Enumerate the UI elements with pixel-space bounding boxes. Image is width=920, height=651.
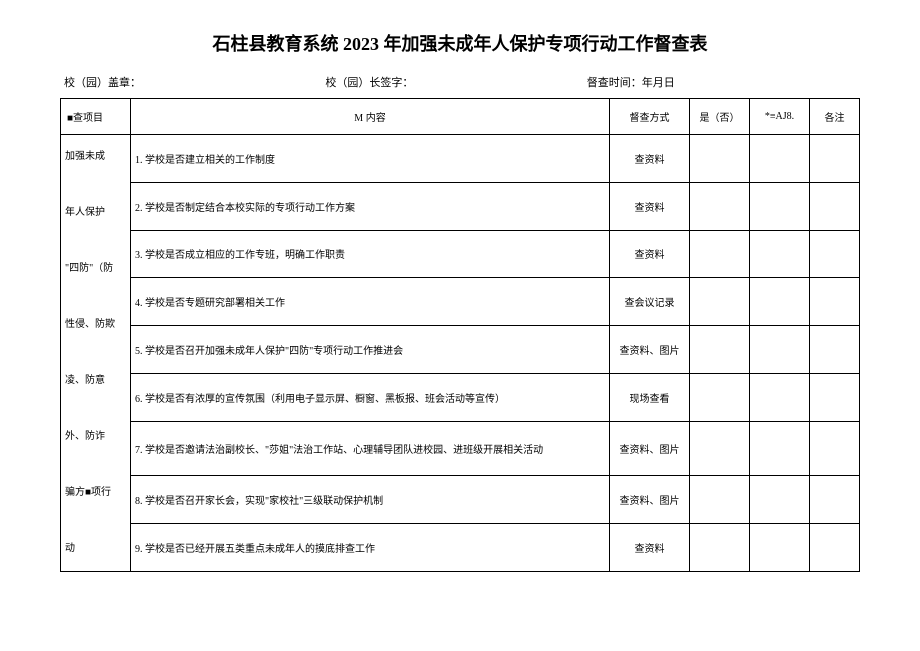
col-header-project: ■查项目 bbox=[61, 99, 131, 135]
col-header-yesno: 是（否） bbox=[690, 99, 750, 135]
yesno-cell bbox=[690, 373, 750, 421]
project-label-cell: 加强未成 年人保护 "四防"（防 性侵、防欺 凌、防意 外、防诈 骗方■项行 动 bbox=[61, 135, 131, 572]
aj8-cell bbox=[750, 326, 810, 374]
note-cell bbox=[810, 421, 860, 476]
aj8-cell bbox=[750, 230, 810, 278]
header-sign: 校（园）长签字： bbox=[325, 74, 586, 90]
method-cell: 查资料 bbox=[610, 182, 690, 230]
content-cell: 2. 学校是否制定结合本校实际的专项行动工作方案 bbox=[131, 182, 610, 230]
content-cell: 8. 学校是否召开家长会，实现"家校社"三级联动保护机制 bbox=[131, 476, 610, 524]
content-cell: 9. 学校是否已经开展五类重点未成年人的摸底排查工作 bbox=[131, 524, 610, 572]
method-cell: 查资料 bbox=[610, 230, 690, 278]
note-cell bbox=[810, 230, 860, 278]
table-row: 4. 学校是否专题研究部署相关工作 查会议记录 bbox=[61, 278, 860, 326]
aj8-cell bbox=[750, 135, 810, 183]
note-cell bbox=[810, 135, 860, 183]
col-header-method: 督查方式 bbox=[610, 99, 690, 135]
aj8-cell bbox=[750, 182, 810, 230]
table-header-row: ■查项目 M 内容 督查方式 是（否） *≡AJ8. 各注 bbox=[61, 99, 860, 135]
header-seal: 校（园）盖章： bbox=[64, 74, 325, 90]
yesno-cell bbox=[690, 476, 750, 524]
method-cell: 现场查看 bbox=[610, 373, 690, 421]
aj8-cell bbox=[750, 421, 810, 476]
table-row: 2. 学校是否制定结合本校实际的专项行动工作方案 查资料 bbox=[61, 182, 860, 230]
table-row: 5. 学校是否召开加强未成年人保护"四防"专项行动工作推进会 查资料、图片 bbox=[61, 326, 860, 374]
method-cell: 查资料、图片 bbox=[610, 421, 690, 476]
header-row: 校（园）盖章： 校（园）长签字： 督查时间：年月日 bbox=[60, 74, 860, 90]
note-cell bbox=[810, 476, 860, 524]
method-cell: 查资料、图片 bbox=[610, 476, 690, 524]
aj8-cell bbox=[750, 373, 810, 421]
content-cell: 5. 学校是否召开加强未成年人保护"四防"专项行动工作推进会 bbox=[131, 326, 610, 374]
table-row: 7. 学校是否邀请法治副校长、"莎姐"法治工作站、心理辅导团队进校园、进班级开展… bbox=[61, 421, 860, 476]
yesno-cell bbox=[690, 524, 750, 572]
note-cell bbox=[810, 278, 860, 326]
yesno-cell bbox=[690, 326, 750, 374]
col-header-content: M 内容 bbox=[131, 99, 610, 135]
table-row: 9. 学校是否已经开展五类重点未成年人的摸底排查工作 查资料 bbox=[61, 524, 860, 572]
content-cell: 4. 学校是否专题研究部署相关工作 bbox=[131, 278, 610, 326]
method-cell: 查资料 bbox=[610, 524, 690, 572]
col-header-note: 各注 bbox=[810, 99, 860, 135]
method-cell: 查资料、图片 bbox=[610, 326, 690, 374]
table-row: 6. 学校是否有浓厚的宣传氛围（利用电子显示屏、橱窗、黑板报、班会活动等宣传） … bbox=[61, 373, 860, 421]
content-cell: 1. 学校是否建立相关的工作制度 bbox=[131, 135, 610, 183]
inspection-table: ■查项目 M 内容 督查方式 是（否） *≡AJ8. 各注 加强未成 年人保护 … bbox=[60, 98, 860, 572]
page-title: 石柱县教育系统 2023 年加强未成年人保护专项行动工作督查表 bbox=[60, 30, 860, 56]
aj8-cell bbox=[750, 524, 810, 572]
note-cell bbox=[810, 524, 860, 572]
method-cell: 查会议记录 bbox=[610, 278, 690, 326]
table-row: 加强未成 年人保护 "四防"（防 性侵、防欺 凌、防意 外、防诈 骗方■项行 动… bbox=[61, 135, 860, 183]
yesno-cell bbox=[690, 230, 750, 278]
note-cell bbox=[810, 326, 860, 374]
aj8-cell bbox=[750, 476, 810, 524]
content-cell: 6. 学校是否有浓厚的宣传氛围（利用电子显示屏、橱窗、黑板报、班会活动等宣传） bbox=[131, 373, 610, 421]
yesno-cell bbox=[690, 182, 750, 230]
yesno-cell bbox=[690, 135, 750, 183]
note-cell bbox=[810, 373, 860, 421]
yesno-cell bbox=[690, 278, 750, 326]
table-row: 3. 学校是否成立相应的工作专班，明确工作职责 查资料 bbox=[61, 230, 860, 278]
table-row: 8. 学校是否召开家长会，实现"家校社"三级联动保护机制 查资料、图片 bbox=[61, 476, 860, 524]
yesno-cell bbox=[690, 421, 750, 476]
method-cell: 查资料 bbox=[610, 135, 690, 183]
header-time: 督查时间：年月日 bbox=[587, 74, 848, 90]
note-cell bbox=[810, 182, 860, 230]
content-cell: 3. 学校是否成立相应的工作专班，明确工作职责 bbox=[131, 230, 610, 278]
aj8-cell bbox=[750, 278, 810, 326]
col-header-aj8: *≡AJ8. bbox=[750, 99, 810, 135]
content-cell: 7. 学校是否邀请法治副校长、"莎姐"法治工作站、心理辅导团队进校园、进班级开展… bbox=[131, 421, 610, 476]
